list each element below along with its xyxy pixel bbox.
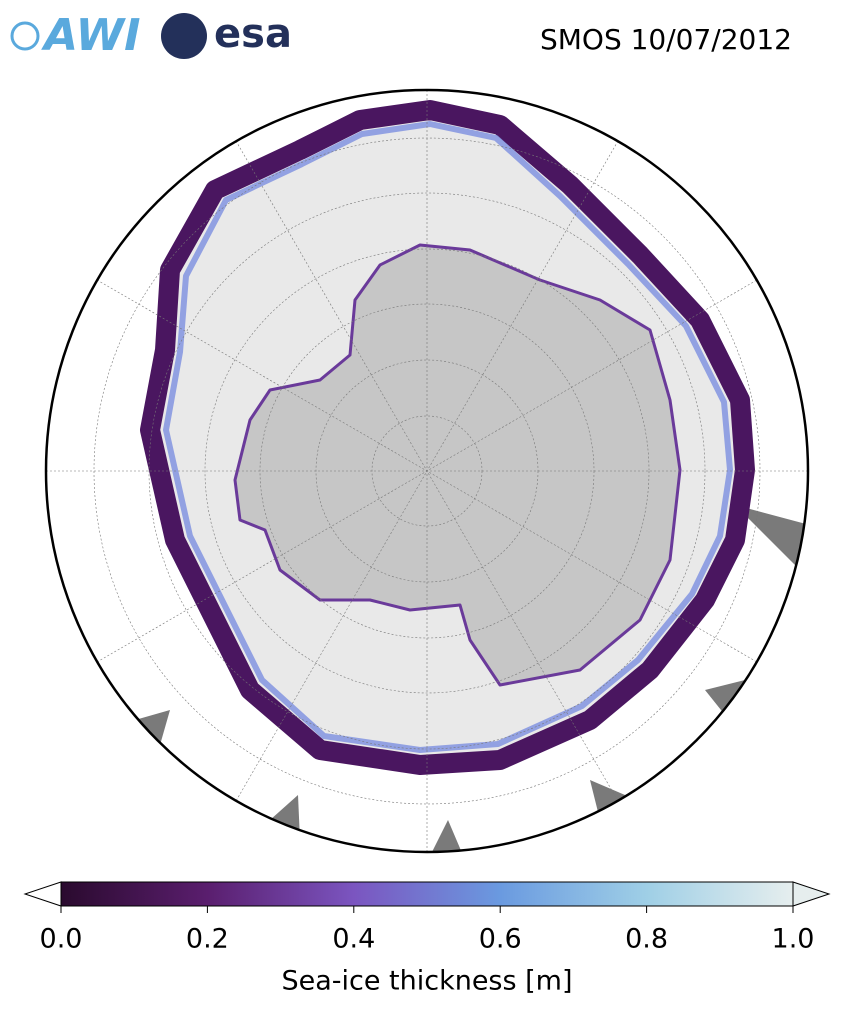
awi-icon: [10, 21, 40, 51]
colorbar-tick-label: 1.0: [772, 924, 815, 955]
colorbar: 0.0 0.2 0.4 0.6 0.8 1.0: [23, 881, 831, 955]
esa-logo: esa: [214, 11, 292, 57]
colorbar-bar: [60, 881, 794, 907]
colorbar-extend-low: [23, 881, 62, 907]
graticule: [46, 90, 808, 852]
logos: AWI esa: [10, 10, 292, 61]
colorbar-tick-label: 0.0: [40, 924, 83, 955]
map-frame: [44, 88, 810, 854]
map: [46, 90, 808, 852]
colorbar-tick-label: 0.4: [332, 924, 375, 955]
esa-icon: [161, 13, 207, 59]
antarctica: [233, 243, 682, 687]
colorbar-extend-high: [792, 881, 831, 907]
colorbar-label: Sea-ice thickness [m]: [281, 966, 572, 997]
colorbar-tick-label: 0.8: [625, 924, 668, 955]
awi-logo: AWI: [41, 10, 141, 61]
sea-ice-edge: [163, 121, 733, 753]
colorbar-tick-label: 0.2: [186, 924, 229, 955]
map-title: SMOS 10/07/2012: [540, 23, 792, 56]
colorbar-tick-label: 0.6: [479, 924, 522, 955]
